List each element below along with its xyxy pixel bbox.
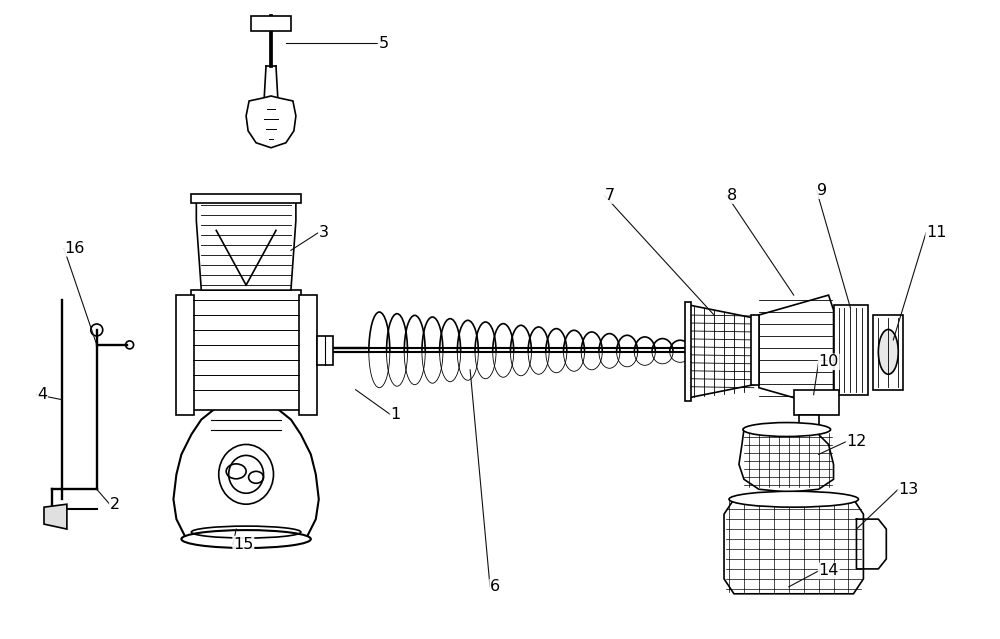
Polygon shape — [759, 295, 834, 408]
Polygon shape — [44, 504, 67, 529]
Text: 7: 7 — [605, 188, 615, 203]
Text: 6: 6 — [490, 580, 500, 594]
Text: 16: 16 — [64, 241, 84, 256]
Polygon shape — [173, 399, 319, 539]
Ellipse shape — [743, 422, 831, 436]
Polygon shape — [191, 290, 301, 410]
Polygon shape — [799, 415, 819, 429]
Text: 12: 12 — [846, 434, 867, 449]
Polygon shape — [196, 196, 296, 290]
Polygon shape — [724, 499, 863, 594]
Polygon shape — [191, 194, 301, 203]
Ellipse shape — [181, 530, 311, 548]
Text: 5: 5 — [379, 36, 389, 50]
Text: 10: 10 — [819, 354, 839, 369]
Polygon shape — [176, 295, 194, 415]
Text: 2: 2 — [110, 497, 120, 512]
Polygon shape — [246, 96, 296, 148]
Polygon shape — [317, 336, 333, 365]
Text: 11: 11 — [926, 225, 947, 240]
Ellipse shape — [729, 491, 858, 507]
Text: 1: 1 — [390, 407, 401, 422]
Polygon shape — [739, 429, 834, 492]
Polygon shape — [689, 305, 754, 397]
Text: 3: 3 — [319, 225, 329, 240]
Text: 4: 4 — [37, 387, 47, 402]
Polygon shape — [794, 390, 839, 415]
Polygon shape — [751, 315, 759, 385]
Polygon shape — [685, 302, 691, 401]
Text: 8: 8 — [727, 188, 737, 203]
Polygon shape — [299, 295, 317, 415]
Polygon shape — [873, 315, 903, 390]
Text: 15: 15 — [233, 537, 254, 551]
Text: 13: 13 — [898, 482, 919, 497]
Polygon shape — [251, 17, 291, 31]
Text: 9: 9 — [817, 183, 827, 198]
Text: 14: 14 — [819, 564, 839, 578]
Polygon shape — [834, 305, 868, 395]
Ellipse shape — [878, 330, 898, 374]
